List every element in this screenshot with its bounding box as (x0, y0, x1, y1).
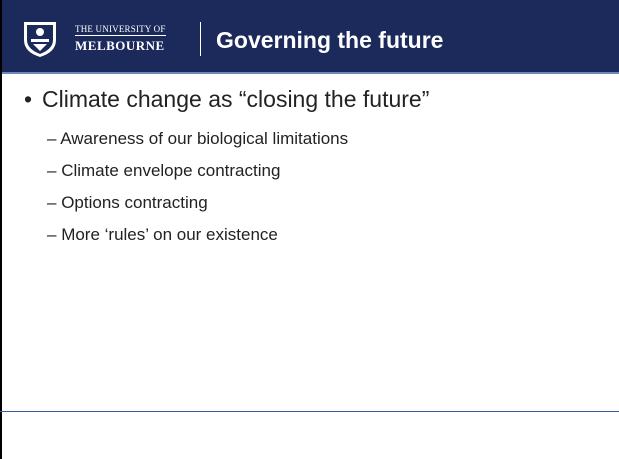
slide-title: Governing the future (216, 27, 444, 53)
dash-marker: – (47, 129, 61, 148)
divider (200, 22, 201, 56)
sub-item-text: Awareness of our biological limitations (60, 129, 349, 148)
logo-line: MELBOURNE (75, 38, 165, 53)
sub-item: – Options contracting (47, 193, 208, 213)
sub-item-text: Climate envelope contracting (61, 161, 281, 180)
bullet-text: Climate change as “closing the future” (42, 86, 430, 112)
crest-icon (24, 22, 56, 57)
header-band: THE UNIVERSITY OF MELBOURNE Governing th… (0, 0, 619, 72)
sub-item: – More ‘rules’ on our existence (47, 225, 278, 245)
dash-marker: – (47, 225, 62, 244)
sub-item: – Awareness of our biological limitation… (47, 129, 348, 149)
bullet-item: • Climate change as “closing the future” (24, 86, 429, 113)
sub-item-text: More ‘rules’ on our existence (61, 225, 278, 244)
dash-marker: – (47, 161, 62, 180)
dash-marker: – (47, 193, 62, 212)
footer-rule (0, 411, 619, 412)
bullet-marker: • (24, 86, 33, 112)
sub-item-text: Options contracting (61, 193, 208, 212)
left-border (0, 0, 2, 459)
sub-item: – Climate envelope contracting (47, 161, 280, 181)
logo-line: THE UNIVERSITY OF (75, 24, 166, 36)
header-rule (0, 72, 619, 74)
